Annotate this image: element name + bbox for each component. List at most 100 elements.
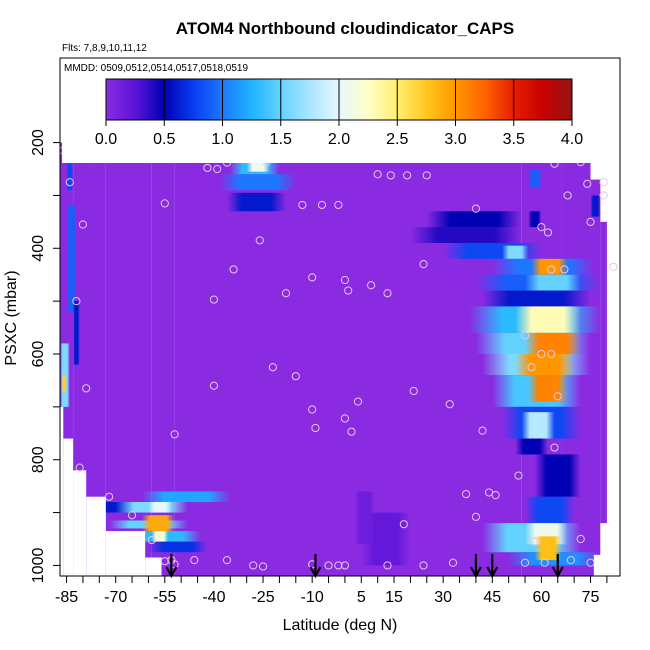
y-tick-label: 1000 <box>30 548 47 584</box>
colorbar-ticks: 0.0 0.5 1.0 1.5 2.0 2.5 3.0 3.5 4.0 <box>95 79 583 148</box>
colorbar-tick-label: 2.5 <box>386 131 408 148</box>
sample-point <box>520 331 530 340</box>
colorbar-tick-label: 2.0 <box>328 131 350 148</box>
sample-point <box>543 228 553 237</box>
heatmap-cell <box>141 491 231 502</box>
sample-point <box>547 265 556 274</box>
sample-point <box>599 178 608 187</box>
colorbar-tick-label: 0.0 <box>95 131 117 148</box>
sample-point <box>347 427 356 436</box>
sample-point <box>586 217 595 226</box>
sample-point <box>344 286 353 295</box>
y-tick-label: 600 <box>30 341 47 368</box>
heatmap-cell <box>528 211 542 228</box>
sample-point <box>540 558 549 567</box>
heatmap-cell <box>73 301 80 365</box>
no-data-region <box>73 470 87 576</box>
x-tick-label: -70 <box>104 589 127 606</box>
sample-point <box>484 488 494 497</box>
x-tick-label: 30 <box>434 589 452 606</box>
sample-point <box>170 430 179 439</box>
colorbar-tick-label: 1.5 <box>270 131 292 148</box>
heatmap-cell <box>66 163 74 191</box>
sample-point <box>367 281 376 290</box>
colorbar-tick-label: 0.5 <box>153 131 175 148</box>
sample-point <box>209 295 219 304</box>
sample-point <box>448 558 458 567</box>
colorbar-tick-label: 4.0 <box>561 131 583 148</box>
heatmap-cell <box>410 227 522 243</box>
heatmap-cell <box>148 541 208 553</box>
no-data-region <box>600 523 620 576</box>
heatmap-cell <box>482 290 591 307</box>
sample-point <box>308 273 317 282</box>
heatmap-cell <box>515 306 581 333</box>
sample-points-layer <box>60 141 618 571</box>
heatmap-cell <box>525 274 581 291</box>
y-tick-label: 200 <box>30 129 47 156</box>
sample-point <box>445 400 454 409</box>
coverage-region <box>174 129 522 576</box>
sample-point <box>550 443 559 452</box>
sample-point <box>530 537 539 546</box>
sample-point <box>514 471 523 480</box>
sample-point <box>317 200 327 210</box>
sample-point <box>547 349 556 359</box>
sample-point <box>75 463 84 472</box>
heatmap-cell <box>60 343 70 407</box>
sample-point <box>213 164 222 174</box>
sample-point <box>334 200 343 210</box>
sample-point <box>203 163 212 173</box>
x-axis-label: Latitude (deg N) <box>283 617 398 634</box>
x-tick-label: 15 <box>385 589 403 606</box>
coverage-region <box>151 142 175 576</box>
heatmap-cell <box>528 375 568 402</box>
heatmap-cell <box>525 332 581 354</box>
flights-annotation: Flts: 7,8,9,10,11,12 <box>62 43 147 54</box>
heatmap-cell <box>354 491 375 545</box>
y-axis: 200 400 600 800 1000 <box>30 129 60 583</box>
heatmap-cell <box>590 195 601 217</box>
sample-point <box>537 223 546 232</box>
sample-point <box>419 561 428 570</box>
no-data-region <box>145 557 162 576</box>
x-tick-label: -55 <box>153 589 176 606</box>
sample-point <box>82 384 91 393</box>
sample-point <box>311 423 320 433</box>
sample-point <box>308 405 317 414</box>
heatmap-cell <box>502 245 529 259</box>
dates-annotation: MMDD: 0509,0512,0514,0517,0518,0519 <box>64 63 248 74</box>
x-tick-label: 45 <box>483 589 501 606</box>
sample-point <box>471 204 481 213</box>
x-tick-label: -40 <box>202 589 225 606</box>
sample-point <box>160 557 169 566</box>
sample-point <box>340 414 350 423</box>
sample-point <box>324 561 333 570</box>
heatmap-cell <box>531 258 568 275</box>
sample-point <box>190 556 199 565</box>
x-axis: -85 -70 -55 -40 -25 -10 5 15 30 45 60 75 <box>55 576 608 606</box>
sample-point <box>520 558 530 567</box>
x-tick-label: -85 <box>55 589 78 606</box>
sample-point <box>291 372 300 381</box>
sample-point <box>340 275 350 285</box>
sample-point <box>222 556 232 565</box>
colorbar-tick-label: 1.0 <box>211 131 233 148</box>
heatmap-cell <box>220 174 296 191</box>
sample-point <box>461 489 471 499</box>
sample-point <box>72 297 81 306</box>
sample-point <box>340 561 350 570</box>
sample-point <box>383 289 392 298</box>
sample-point <box>403 171 412 180</box>
sample-point <box>537 349 546 359</box>
coverage-region <box>600 221 611 576</box>
coverage-region <box>89 142 106 576</box>
x-tick-label: 75 <box>582 589 600 606</box>
sample-point <box>127 511 137 520</box>
sample-point <box>563 191 572 200</box>
heatmap-cell <box>141 515 175 532</box>
heatmap-cell <box>227 192 286 212</box>
sample-point <box>229 265 238 274</box>
sample-point <box>65 178 74 187</box>
sample-point <box>566 556 575 565</box>
